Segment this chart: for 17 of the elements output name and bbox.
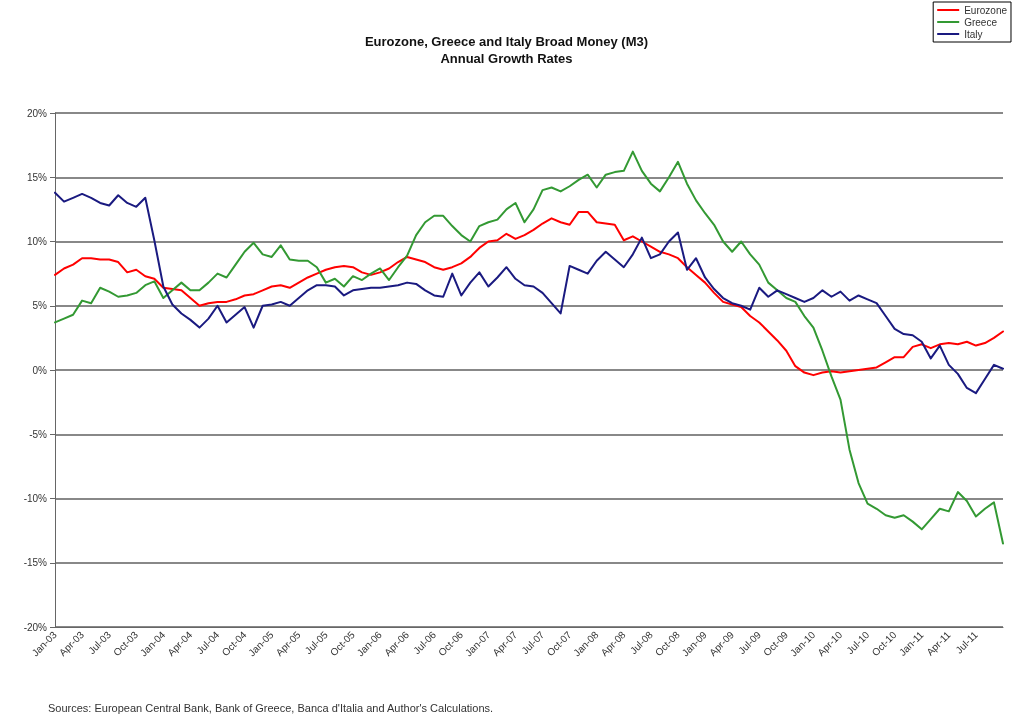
y-tick-label: -15%	[23, 557, 48, 569]
y-tick-label: 10%	[26, 236, 48, 247]
y-tick-label: 0%	[32, 364, 48, 376]
y-tick-label: 5%	[32, 300, 48, 312]
y-tick-label: -10%	[23, 493, 48, 504]
legend-label: Greece	[964, 16, 998, 28]
line-series	[54, 150, 1004, 545]
line-series	[54, 210, 1004, 377]
y-tick-label: -20%	[23, 621, 48, 633]
line-series	[54, 191, 1004, 395]
legend-label: Eurozone	[964, 4, 1008, 16]
y-tick-label: 15%	[26, 171, 48, 183]
chart-title: Eurozone, Greece and Italy Broad Money (M3) Annual Growth Rates	[364, 34, 649, 66]
legend-label: Italy	[964, 28, 983, 40]
y-tick-label: -5%	[29, 428, 48, 440]
y-tick-label: 20%	[26, 107, 48, 119]
source-note: Sources: European Central Bank, Bank of Greece, Banca d'Italia and Author's Calculations.	[48, 701, 494, 714]
